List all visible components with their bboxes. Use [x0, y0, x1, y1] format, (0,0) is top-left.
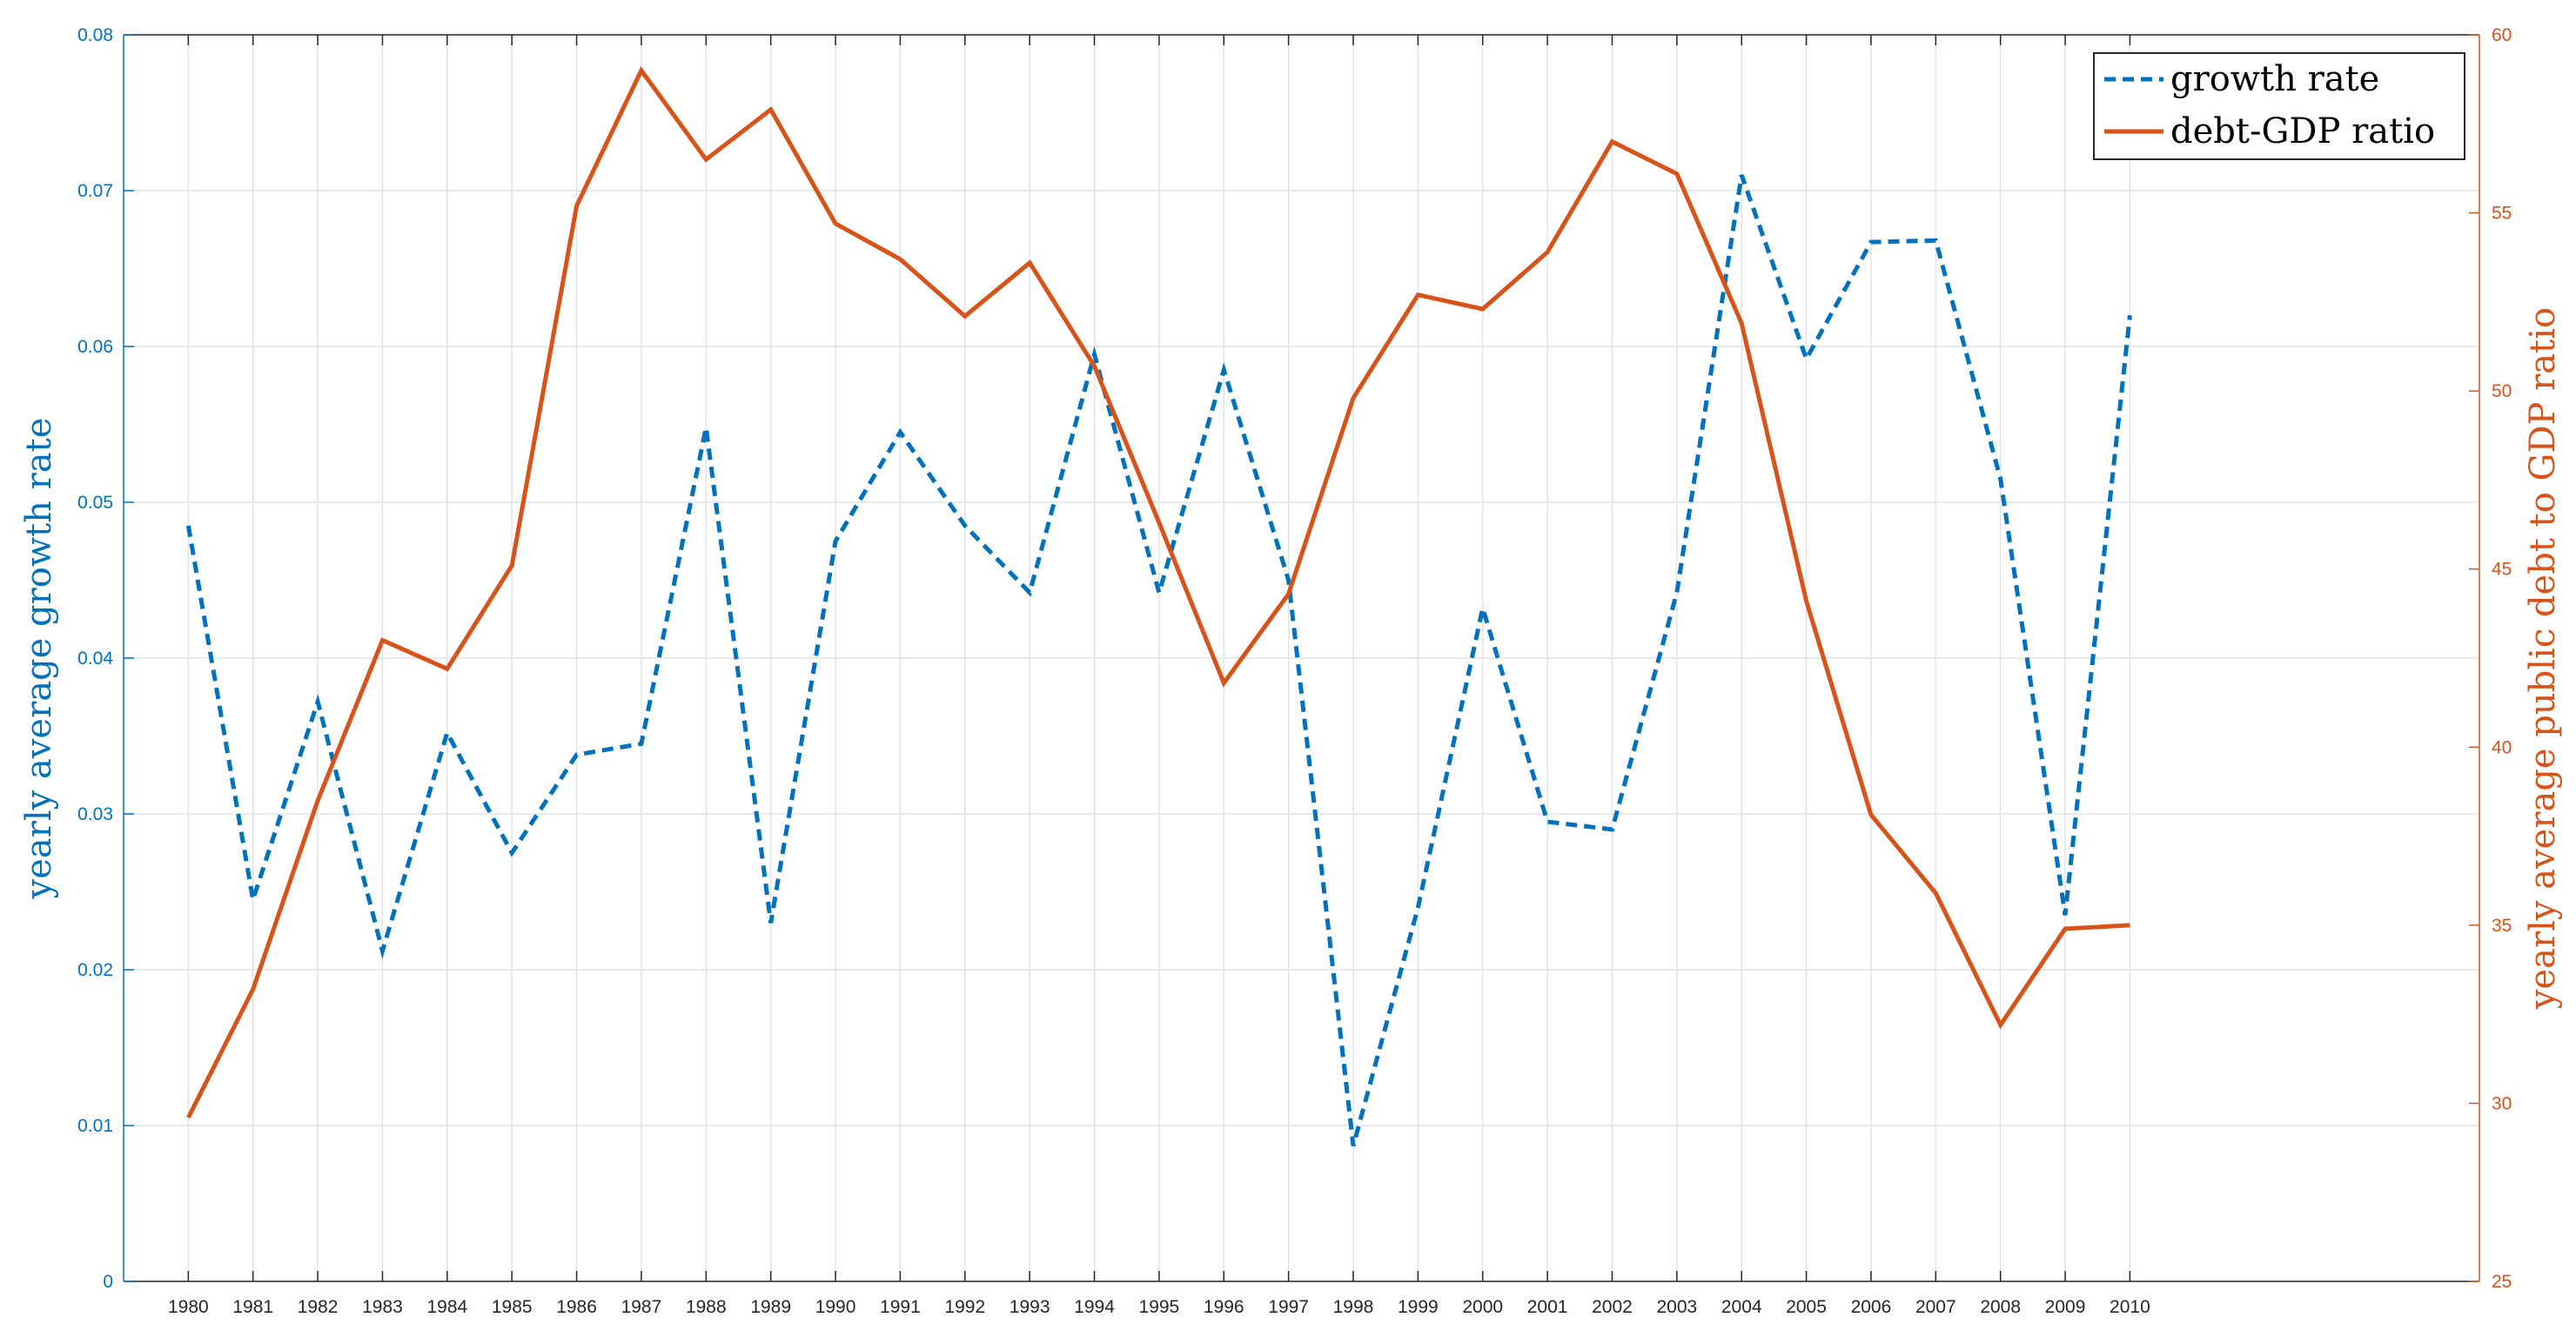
grid: [124, 34, 2479, 1282]
y-left-tick-label: 0.07: [77, 181, 113, 201]
y-left-tick-label: 0.05: [77, 493, 113, 513]
y-left-tick-label: 0.02: [77, 960, 113, 980]
y-left-tick-label: 0.03: [77, 804, 113, 824]
y-right-tick-label: 30: [2492, 1093, 2512, 1113]
x-tick-label: 1990: [815, 1297, 856, 1317]
x-tick-label: 1991: [880, 1297, 921, 1317]
x-tick-label: 2005: [1786, 1297, 1827, 1317]
x-tick-label: 1987: [621, 1297, 662, 1317]
x-tick-label: 1995: [1139, 1297, 1180, 1317]
x-tick-label: 2009: [2045, 1297, 2086, 1317]
legend: growth rate debt-GDP ratio: [2093, 52, 2465, 160]
y-left-tick-label: 0.04: [77, 649, 113, 669]
x-tick-label: 1984: [426, 1297, 467, 1317]
legend-box: [2093, 52, 2465, 160]
ticks: 1980 1981 1982 1983 1984 1985 1986 1987 1988 1989…: [77, 25, 2512, 1317]
y-right-tick-label: 55: [2492, 204, 2512, 224]
x-tick-label: 1989: [750, 1297, 791, 1317]
x-tick-label: 2004: [1721, 1297, 1762, 1317]
series-layer: [185, 66, 2132, 1146]
y-right-tick-label: 25: [2492, 1272, 2512, 1292]
x-tick-label: 2001: [1527, 1297, 1568, 1317]
x-tick-label: 1992: [944, 1297, 985, 1317]
x-tick-label: 1998: [1333, 1297, 1374, 1317]
x-tick-label: 1981: [232, 1297, 273, 1317]
x-tick-label: 1988: [686, 1297, 727, 1317]
x-tick-label: 2000: [1462, 1297, 1503, 1317]
x-tick-label: 1996: [1204, 1297, 1244, 1317]
y-right-tick-label: 50: [2492, 381, 2512, 401]
x-tick-label: 1993: [1010, 1297, 1050, 1317]
y-left-tick-label: 0: [103, 1272, 113, 1292]
y-left-tick-label: 0.08: [77, 25, 113, 45]
legend-label-debt-gdp-ratio: debt-GDP ratio: [2170, 111, 2435, 151]
x-tick-label: 1983: [362, 1297, 403, 1317]
y-right-tick-label: 60: [2492, 25, 2512, 45]
x-tick-label: 1997: [1268, 1297, 1309, 1317]
x-tick-label: 2008: [1980, 1297, 2021, 1317]
x-tick-label: 2002: [1592, 1297, 1633, 1317]
x-tick-label: 1986: [556, 1297, 597, 1317]
y-left-tick-label: 0.06: [77, 337, 113, 357]
x-tick-label: 1982: [298, 1297, 339, 1317]
x-tick-label: 2010: [2110, 1297, 2150, 1317]
series-line-debt-gdp-ratio: [186, 66, 2130, 1119]
x-tick-label: 1999: [1398, 1297, 1439, 1317]
y-axis-left-label: yearly average growth rate: [19, 418, 59, 900]
x-tick-label: 1980: [168, 1297, 209, 1317]
series-line-growth-rate: [185, 174, 2132, 1146]
y-right-tick-label: 35: [2492, 916, 2512, 936]
x-tick-label: 1994: [1074, 1297, 1115, 1317]
x-tick-label: 2003: [1656, 1297, 1697, 1317]
x-tick-label: 1985: [492, 1297, 533, 1317]
x-tick-label: 2007: [1915, 1297, 1956, 1317]
legend-label-growth-rate: growth rate: [2170, 59, 2379, 99]
y-right-tick-label: 40: [2492, 737, 2512, 757]
y-axis-right-label: yearly average public debt to GDP ratio: [2523, 307, 2563, 1010]
y-left-tick-label: 0.01: [77, 1116, 113, 1136]
x-tick-label: 2006: [1851, 1297, 1892, 1317]
y-right-tick-label: 45: [2492, 560, 2512, 580]
